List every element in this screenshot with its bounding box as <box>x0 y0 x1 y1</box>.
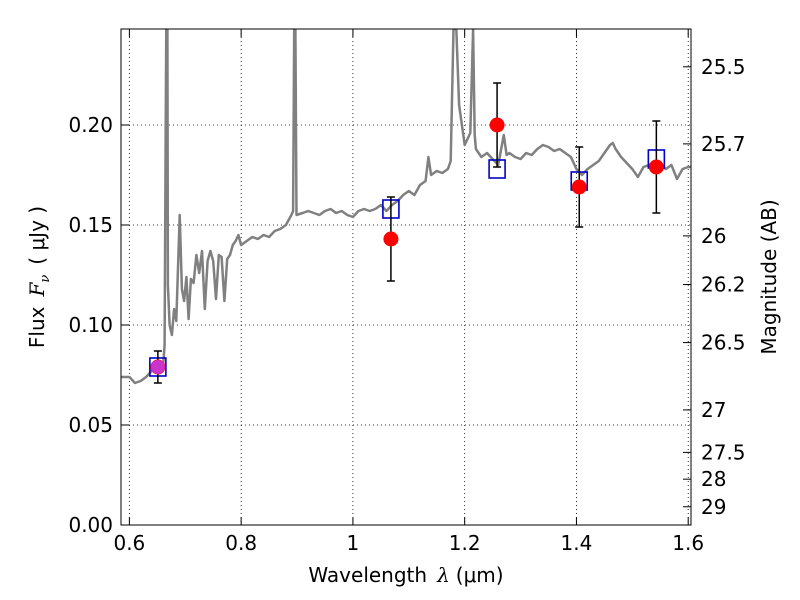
right-tick-label: 29 <box>701 495 726 519</box>
axis-ticks: 0.6 0.8 1 1.2 1.4 1.6 0.00 0.05 0.10 0.15 0.20 25.5… <box>68 29 746 555</box>
x-tick-label: 1.6 <box>672 531 704 555</box>
right-axis-label: Magnitude (AB) <box>757 199 781 354</box>
x-tick-label: 0.6 <box>113 531 145 555</box>
x-tick-label: 0.8 <box>225 531 257 555</box>
right-tick-label: 27 <box>701 398 726 422</box>
x-tick-label: 1.2 <box>449 531 481 555</box>
y-tick-label: 0.05 <box>68 413 113 437</box>
y-axis-label: FluxFν( μJy ) <box>25 206 53 348</box>
x-axis-label: Wavelength λ (μm) <box>308 563 503 587</box>
spectrum-line <box>121 29 691 385</box>
observed-photometry-point <box>489 117 505 133</box>
y-tick-label: 0.00 <box>68 513 113 537</box>
plot-area <box>121 29 691 385</box>
y-tick-label: 0.15 <box>68 213 113 237</box>
plot-frame <box>120 28 692 526</box>
observed-photometry-point <box>571 179 587 195</box>
right-tick-label: 26.2 <box>701 273 746 297</box>
right-tick-label: 27.5 <box>701 440 746 464</box>
overlap-point <box>150 360 165 374</box>
x-tick-label: 1.4 <box>561 531 593 555</box>
observed-photometry-point <box>383 231 399 247</box>
right-tick-label: 28 <box>701 467 726 491</box>
y-tick-label: 0.10 <box>68 313 113 337</box>
right-tick-label: 25.5 <box>701 55 746 79</box>
right-tick-label: 26 <box>701 224 726 248</box>
x-tick-label: 1 <box>347 531 360 555</box>
y-tick-label: 0.20 <box>68 113 113 137</box>
right-tick-label: 26.5 <box>701 331 746 355</box>
observed-photometry-point <box>648 159 664 175</box>
right-tick-label: 25.7 <box>701 132 746 156</box>
